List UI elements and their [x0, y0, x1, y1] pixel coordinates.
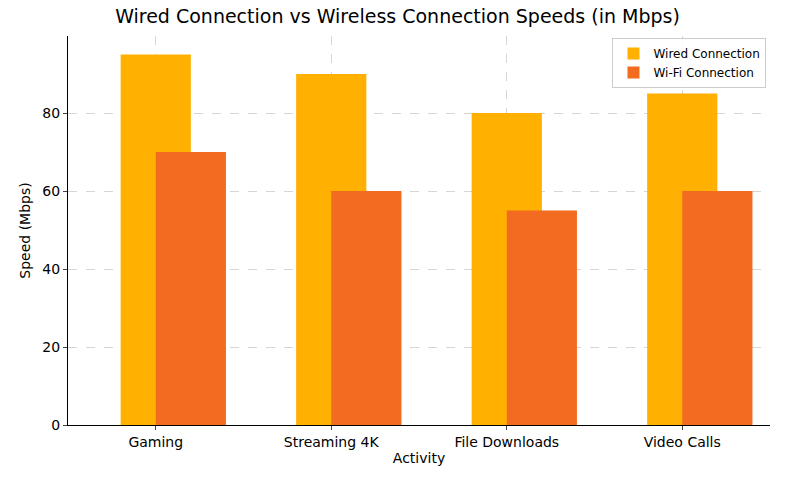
svg-text:Gaming: Gaming [128, 434, 183, 450]
svg-text:Video Calls: Video Calls [644, 434, 721, 450]
svg-text:Wi-Fi Connection: Wi-Fi Connection [653, 66, 753, 80]
svg-text:File Downloads: File Downloads [454, 434, 559, 450]
svg-text:40: 40 [42, 261, 60, 277]
svg-text:Speed (Mbps): Speed (Mbps) [17, 182, 33, 278]
svg-text:Streaming 4K: Streaming 4K [284, 434, 380, 450]
svg-text:60: 60 [42, 183, 60, 199]
svg-text:Wired Connection vs Wireless C: Wired Connection vs Wireless Connection … [115, 5, 680, 27]
svg-text:Wired Connection: Wired Connection [653, 47, 759, 61]
svg-text:Activity: Activity [393, 450, 445, 466]
svg-text:80: 80 [42, 105, 60, 121]
svg-text:0: 0 [51, 417, 60, 433]
svg-text:20: 20 [42, 339, 60, 355]
